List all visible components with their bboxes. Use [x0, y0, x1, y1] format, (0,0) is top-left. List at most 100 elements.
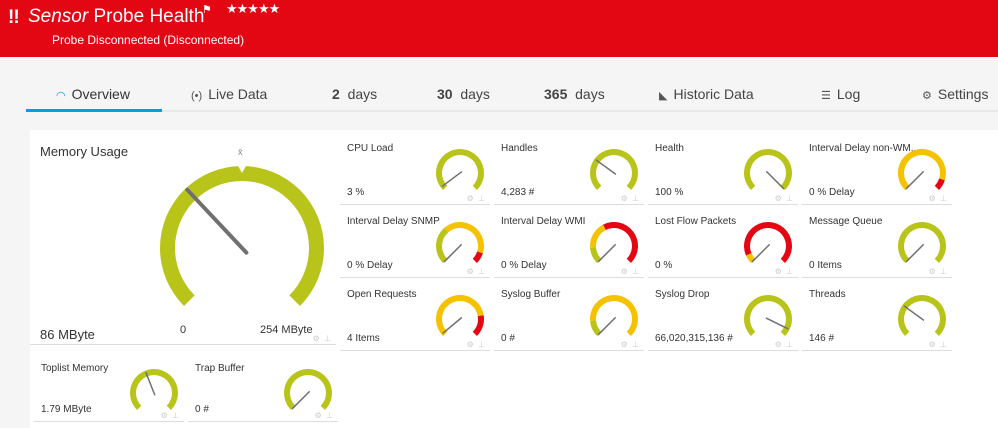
active-tab-indicator	[26, 109, 162, 112]
tile-controls-icon[interactable]: ⚙ ⊥	[774, 194, 794, 203]
tile-controls-icon[interactable]: ⚙ ⊥	[314, 411, 334, 420]
tile-value: 86 MByte	[40, 327, 95, 342]
channel-gauge	[590, 295, 638, 336]
channel-gauge	[436, 222, 484, 263]
tab-live-data[interactable]: (•) Live Data	[191, 86, 267, 102]
tile-controls-icon[interactable]: ⚙ ⊥	[620, 267, 640, 276]
gauge-needle	[597, 317, 616, 336]
channel-tile-threads[interactable]: Threads 146 # ⚙ ⊥	[802, 281, 952, 351]
tile-controls-icon[interactable]: ⚙ ⊥	[928, 194, 948, 203]
channel-tile-syslog-drop[interactable]: Syslog Drop 66,020,315,136 # ⚙ ⊥	[648, 281, 798, 351]
gauge-segment-red	[603, 222, 638, 263]
tile-controls-icon[interactable]: ⚙ ⊥	[620, 340, 640, 349]
tile-controls-icon[interactable]: ⚙ ⊥	[160, 411, 180, 420]
tile-controls-icon[interactable]: ⚙ ⊥	[312, 334, 332, 343]
tab-number: 30	[437, 86, 453, 102]
tab-label: days	[347, 86, 378, 102]
gauge-max-label: 254 MByte	[260, 324, 313, 336]
gauge-icon: ◠	[56, 90, 66, 102]
tile-value: 0 %	[655, 260, 673, 271]
flag-icon[interactable]: ⚑	[202, 4, 212, 16]
gauge-segment-green	[590, 320, 602, 336]
tile-name: Trap Buffer	[195, 363, 245, 374]
gauge-needle	[185, 187, 249, 255]
gauge-segment-yellow	[898, 149, 946, 190]
channel-tile-cpu-load[interactable]: CPU Load 3 % ⚙ ⊥	[340, 135, 490, 205]
channel-tile-health[interactable]: Health 100 % ⚙ ⊥	[648, 135, 798, 205]
gauge-segment-green	[284, 369, 332, 410]
channel-tile-interval-delay-snmp[interactable]: Interval Delay SNMP 0 % Delay ⚙ ⊥	[340, 208, 490, 278]
tab-settings[interactable]: ⚙ Settings	[922, 86, 988, 102]
tile-controls-icon[interactable]: ⚙ ⊥	[774, 340, 794, 349]
tab-days365[interactable]: 365 days	[544, 86, 605, 102]
gauge-segment-green	[436, 227, 449, 263]
title-prefix: Sensor	[28, 6, 89, 27]
gauge-segment-green	[590, 247, 602, 263]
priority-stars[interactable]: ★★★★★	[226, 1, 280, 16]
tile-name: Interval Delay SNMP	[347, 216, 440, 227]
tile-name: Interval Delay non-WM...	[809, 143, 920, 154]
tile-name: CPU Load	[347, 143, 394, 154]
channel-gauge	[744, 149, 792, 190]
gauge-needle	[443, 244, 462, 263]
gear-icon: ⚙	[922, 90, 932, 102]
gauge-needle	[597, 244, 616, 263]
channel-gauge	[284, 369, 332, 410]
tile-value: 0 #	[195, 404, 209, 415]
tab-historic-data[interactable]: ◣ Historic Data	[659, 86, 754, 102]
tile-controls-icon[interactable]: ⚙ ⊥	[620, 194, 640, 203]
gauge-segment-yellow	[436, 295, 484, 336]
tab-log[interactable]: ☰ Log	[821, 86, 860, 102]
channel-gauge	[744, 222, 792, 263]
channel-tile-interval-delay-non-wm[interactable]: Interval Delay non-WM... 0 % Delay ⚙ ⊥	[802, 135, 952, 205]
tile-name: Message Queue	[809, 216, 883, 227]
average-notch	[237, 164, 247, 173]
gauge-needle	[441, 171, 463, 187]
gauge-segment-green	[744, 149, 792, 190]
memory-usage-tile[interactable]: Memory Usage 86 MByte 0 254 MByte x̄ ⚙ ⊥	[30, 130, 336, 345]
channel-gauge	[436, 295, 484, 336]
tab-label: Overview	[71, 86, 130, 102]
gauge-segment-red	[744, 222, 792, 263]
tile-value: 4 Items	[347, 333, 380, 344]
channel-gauge	[590, 149, 638, 190]
channel-tile-interval-delay-wmi[interactable]: Interval Delay WMI 0 % Delay ⚙ ⊥	[494, 208, 644, 278]
channel-tile-lost-flow-packets[interactable]: Lost Flow Packets 0 % ⚙ ⊥	[648, 208, 798, 278]
sensor-header: !! Sensor Probe Health ⚑ ★★★★★ Probe Dis…	[0, 0, 998, 57]
channel-gauge	[744, 295, 792, 336]
tile-controls-icon[interactable]: ⚙ ⊥	[466, 340, 486, 349]
channel-tile-syslog-buffer[interactable]: Syslog Buffer 0 # ⚙ ⊥	[494, 281, 644, 351]
channel-tile-open-requests[interactable]: Open Requests 4 Items ⚙ ⊥	[340, 281, 490, 351]
tab-days30[interactable]: 30 days	[437, 86, 490, 102]
title-text: Probe Health	[93, 6, 205, 27]
tile-value: 0 #	[501, 333, 515, 344]
gauge-panel: Memory Usage 86 MByte 0 254 MByte x̄ ⚙ ⊥…	[30, 130, 998, 428]
tile-controls-icon[interactable]: ⚙ ⊥	[466, 194, 486, 203]
channel-gauge	[898, 295, 946, 336]
gauge-segment-green	[744, 295, 792, 336]
tile-name: Lost Flow Packets	[655, 216, 737, 227]
tab-bar: ◠ Overview (•) Live Data 2 days 30 days 365 da…	[26, 80, 998, 112]
channel-tile-message-queue[interactable]: Message Queue 0 Items ⚙ ⊥	[802, 208, 952, 278]
tile-value: 66,020,315,136 #	[655, 333, 733, 344]
channel-tile-toplist-memory[interactable]: Toplist Memory 1.79 MByte ⚙ ⊥	[34, 355, 184, 422]
tile-name: Toplist Memory	[41, 363, 109, 374]
gauge-needle	[905, 244, 924, 263]
gauge-segment-green	[898, 295, 946, 336]
gauge-segment-red	[472, 315, 484, 336]
channel-gauge	[590, 222, 638, 263]
tile-controls-icon[interactable]: ⚙ ⊥	[774, 267, 794, 276]
gauge-segment-yellow	[590, 224, 606, 248]
tab-overview[interactable]: ◠ Overview	[56, 86, 130, 102]
tile-value: 100 %	[655, 187, 684, 198]
tile-controls-icon[interactable]: ⚙ ⊥	[466, 267, 486, 276]
channel-gauge	[130, 369, 178, 410]
tile-controls-icon[interactable]: ⚙ ⊥	[928, 267, 948, 276]
channel-tile-trap-buffer[interactable]: Trap Buffer 0 # ⚙ ⊥	[188, 355, 338, 422]
tile-name: Syslog Drop	[655, 289, 710, 300]
tile-name: Memory Usage	[40, 144, 129, 159]
gauge-needle	[442, 317, 463, 334]
tab-days2[interactable]: 2 days	[332, 86, 377, 102]
channel-tile-handles[interactable]: Handles 4,283 # ⚙ ⊥	[494, 135, 644, 205]
tile-controls-icon[interactable]: ⚙ ⊥	[928, 340, 948, 349]
